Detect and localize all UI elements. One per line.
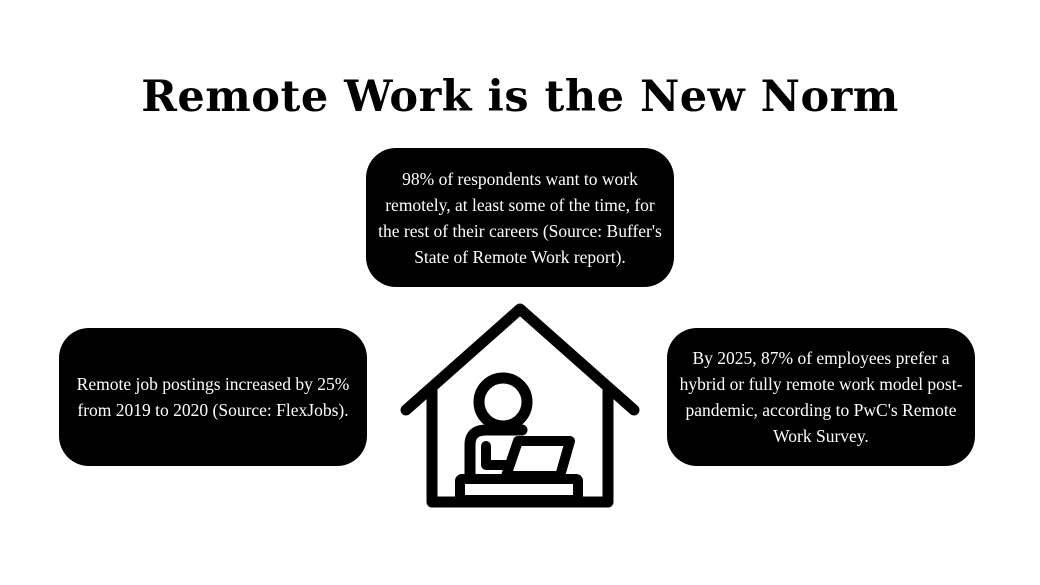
stat-card-right-text: By 2025, 87% of employees prefer a hybri… [679,348,963,446]
house-with-person-at-laptop-icon [400,303,640,508]
stat-card-top-text: 98% of respondents want to work remotely… [378,168,662,267]
stat-card-right: By 2025, 87% of employees prefer a hybri… [667,328,975,466]
page-title: Remote Work is the New Norm [141,72,899,122]
stat-card-left-text: Remote job postings increased by 25% fro… [76,374,350,420]
stat-card-left: Remote job postings increased by 25% fro… [59,328,367,466]
stat-card-top: 98% of respondents want to work remotely… [366,148,674,287]
